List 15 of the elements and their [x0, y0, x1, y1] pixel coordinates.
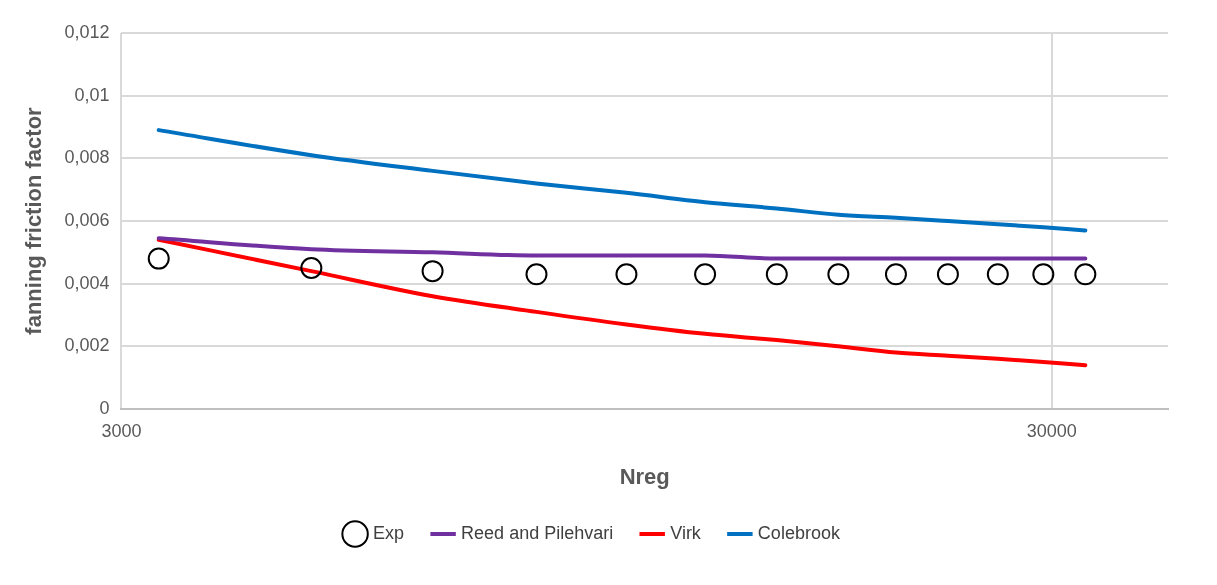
y-axis-title: fanning friction factor [21, 106, 47, 335]
x-axis-title: Nreg [619, 463, 670, 489]
y-tick-label: 0,008 [64, 147, 110, 168]
y-tick-label: 0,012 [64, 21, 110, 42]
y-tick-label: 0,004 [64, 272, 110, 293]
legend-label: Reed and Pilehvari [461, 522, 614, 543]
y-tick-label: 0,01 [74, 84, 110, 105]
legend-label: Virk [670, 522, 702, 543]
legend-label: Exp [373, 522, 405, 543]
y-tick-label: 0,002 [64, 335, 110, 356]
y-tick-label: 0,006 [64, 209, 110, 230]
y-tick-label: 0 [99, 397, 110, 418]
legend-label: Colebrook [757, 522, 841, 543]
x-tick-label: 30000 [1026, 420, 1077, 441]
x-tick-label: 3000 [101, 420, 142, 441]
